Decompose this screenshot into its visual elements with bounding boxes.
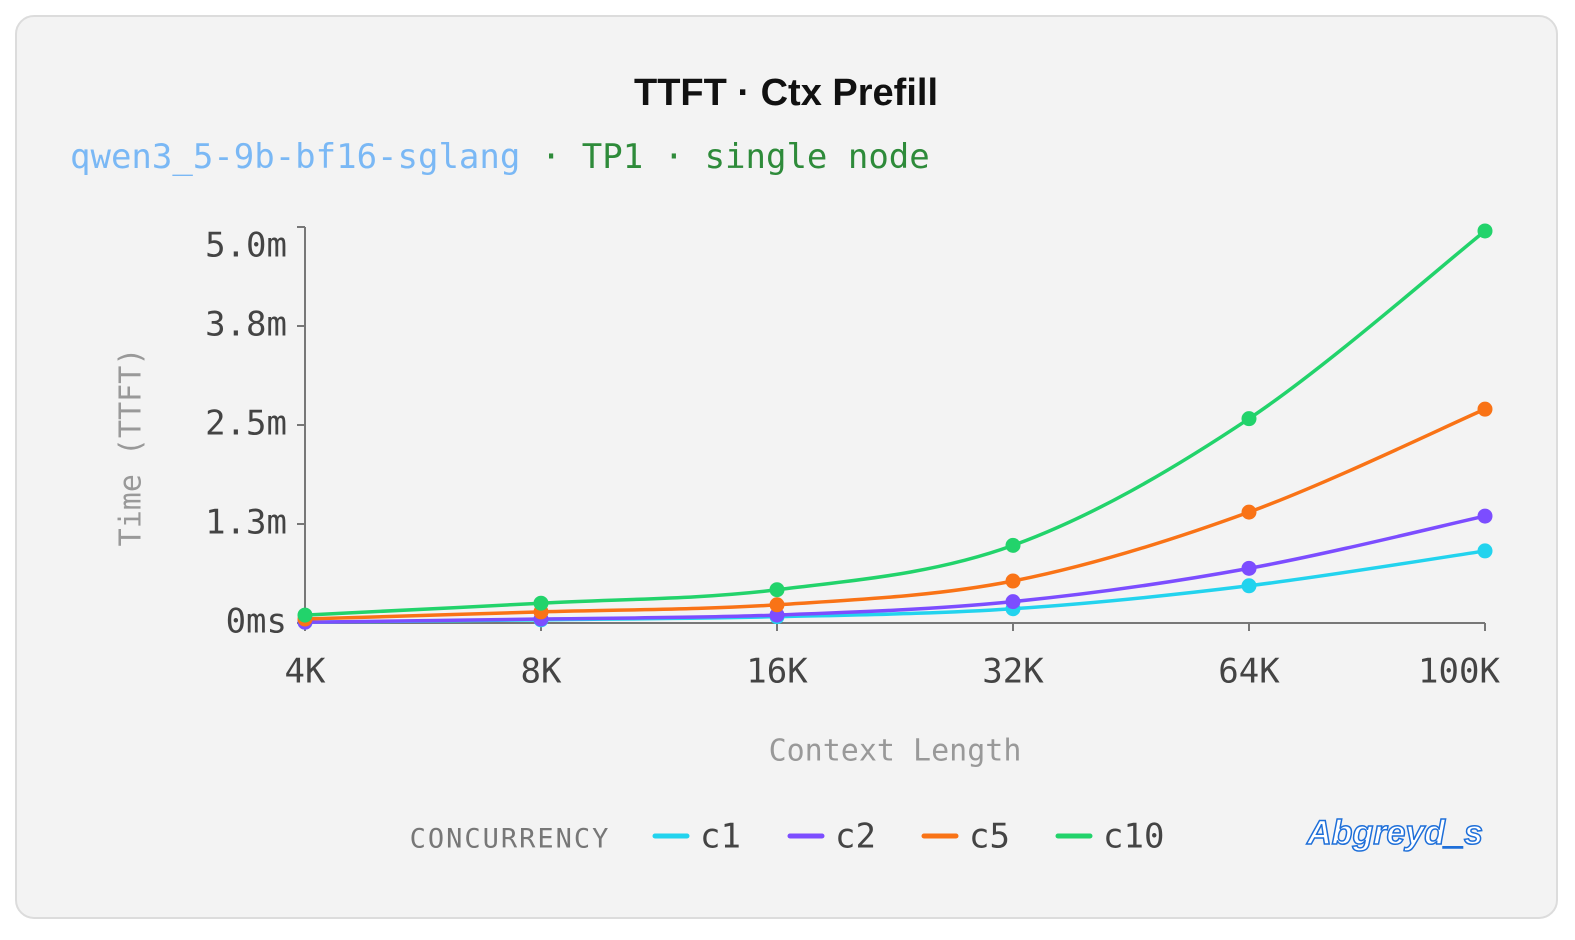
y-tick-label: 2.5m bbox=[205, 404, 287, 444]
subtitle: qwen3_5-9b-bf16-sglang · TP1 · single no… bbox=[70, 137, 930, 177]
data-point bbox=[1005, 594, 1021, 610]
chart-title: TTFT · Ctx Prefill bbox=[634, 72, 938, 114]
data-point bbox=[769, 582, 785, 598]
data-point bbox=[1241, 578, 1257, 594]
data-point bbox=[1477, 401, 1493, 417]
data-point bbox=[1005, 537, 1021, 553]
data-point bbox=[1477, 543, 1493, 559]
y-tick-label: 1.3m bbox=[205, 503, 287, 543]
x-tick-label: 4K bbox=[285, 652, 326, 692]
data-point bbox=[1477, 508, 1493, 524]
y-tick-label: 0ms bbox=[226, 602, 287, 642]
legend-label: c5 bbox=[969, 817, 1010, 857]
data-point bbox=[769, 597, 785, 613]
series-line bbox=[304, 514, 1486, 624]
legend-label: c10 bbox=[1103, 817, 1164, 857]
x-tick-label: 100K bbox=[1418, 652, 1500, 692]
data-point bbox=[1241, 411, 1257, 427]
series-line bbox=[304, 229, 1487, 617]
legend-title: CONCURRENCY bbox=[410, 824, 611, 855]
data-point bbox=[1241, 504, 1257, 520]
data-point bbox=[769, 607, 785, 623]
data-point bbox=[297, 607, 313, 623]
y-axis-title: Time (TTFT) bbox=[114, 348, 149, 547]
y-tick-label: 3.8m bbox=[205, 305, 287, 345]
legend-label: c1 bbox=[700, 817, 741, 857]
watermark: Abgreyd_s bbox=[1306, 814, 1483, 852]
subtitle-config: · TP1 · single node bbox=[520, 137, 929, 177]
x-axis-title: Context Length bbox=[769, 734, 1022, 769]
y-tick-label: 5.0m bbox=[205, 226, 287, 266]
x-tick-label: 32K bbox=[982, 652, 1044, 692]
subtitle-model: qwen3_5-9b-bf16-sglang bbox=[70, 137, 520, 177]
x-tick-label: 8K bbox=[521, 652, 562, 692]
data-point bbox=[1241, 560, 1257, 576]
series-line bbox=[304, 407, 1486, 621]
data-point bbox=[1477, 223, 1493, 239]
x-tick-label: 64K bbox=[1218, 652, 1280, 692]
data-point bbox=[533, 595, 549, 611]
card bbox=[15, 15, 1558, 919]
legend-label: c2 bbox=[835, 817, 876, 857]
x-tick-label: 16K bbox=[746, 652, 808, 692]
data-point bbox=[1005, 573, 1021, 589]
